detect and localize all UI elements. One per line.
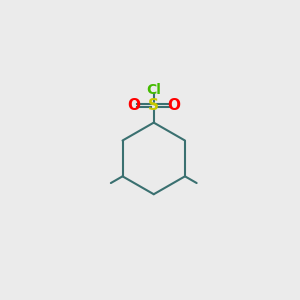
Text: S: S — [148, 98, 159, 113]
Text: Cl: Cl — [146, 83, 161, 97]
Text: O: O — [167, 98, 180, 113]
Text: O: O — [128, 98, 140, 113]
